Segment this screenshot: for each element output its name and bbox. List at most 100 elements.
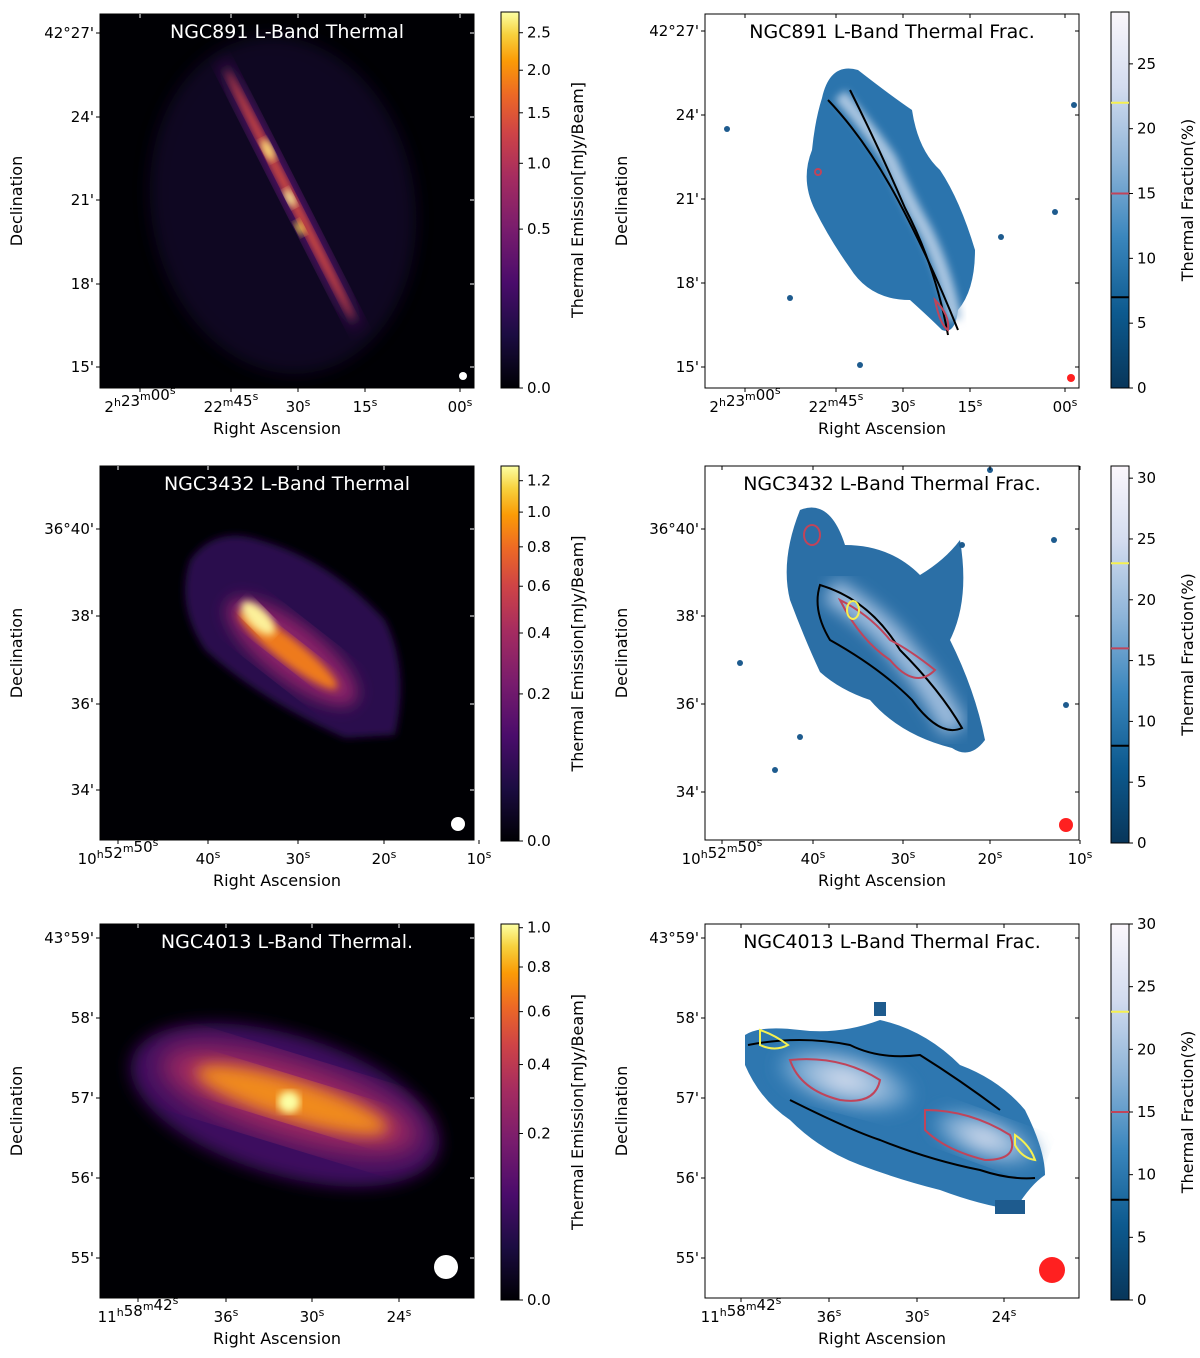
- ra-tick-m-unit: m: [123, 842, 134, 855]
- panel-emission-2: NGC3432 L-Band Thermal36°40'38'36'34'10h…: [7, 465, 587, 890]
- panel-fraction-3: NGC3432 L-Band Thermal Frac. 36°40' 38' 36'…: [612, 465, 1197, 890]
- colorbar-tick-label: 0.8: [527, 958, 551, 976]
- fraction-speck: [959, 542, 965, 548]
- ra-tick-s-unit: s: [372, 396, 378, 409]
- fraction-speck: [772, 767, 778, 773]
- axes-frame: [99, 13, 475, 389]
- colorbar-tick-label: 15: [1137, 652, 1156, 670]
- ra-tick-label: 30s: [891, 396, 916, 416]
- bright-knot: [294, 220, 306, 236]
- ra-tick-label: 2h23m00s: [709, 384, 780, 416]
- dec-tick-label: 18': [71, 275, 94, 293]
- colorbar: [500, 11, 520, 389]
- beam-marker: [451, 817, 465, 831]
- ra-tick-s-value: 00: [756, 386, 775, 404]
- dec-tick-label: 56': [71, 1169, 94, 1187]
- fraction-speck: [724, 126, 730, 132]
- colorbar-tick-label: 10: [1137, 712, 1156, 730]
- map-content: [130, 1023, 440, 1187]
- colorbar-tick-label: 25: [1137, 530, 1156, 548]
- ra-tick-s-unit: s: [153, 836, 159, 849]
- ra-tick-label: 10h52m50s: [78, 836, 159, 868]
- panel-emission-0: NGC891 L-Band Thermal 42°27' 24' 21' 18' 15' 2…: [7, 11, 587, 438]
- ra-tick-s-value: 42: [154, 1296, 173, 1314]
- ra-tick-h-value: 11: [98, 1308, 117, 1326]
- ra-tick-s-value: 30: [286, 850, 305, 868]
- ra-tick-s-unit: s: [997, 848, 1003, 861]
- ra-tick-s-unit: s: [1072, 396, 1078, 409]
- beam-marker: [1067, 374, 1075, 382]
- ra-tick-s-value: 00: [1053, 398, 1072, 416]
- fraction-speck: [1051, 537, 1057, 543]
- panel-emission-4: NGC4013 L-Band Thermal. 43°59' 58' 57' 56' 55…: [7, 919, 587, 1348]
- ra-tick-s-unit: s: [305, 848, 311, 861]
- ra-tick-s-value: 15: [353, 398, 372, 416]
- plot-title: NGC891 L-Band Thermal Frac.: [749, 21, 1035, 43]
- fraction-speck: [787, 295, 793, 301]
- fraction-speck: [797, 734, 803, 740]
- ra-tick-h-value: 10: [682, 850, 701, 868]
- beam-marker: [459, 372, 467, 380]
- ra-tick-m-unit: m: [140, 390, 151, 403]
- colorbar-tick-label: 20: [1137, 1040, 1156, 1058]
- ra-tick-h-unit: h: [701, 848, 708, 861]
- fraction-speck: [874, 1002, 886, 1016]
- y-axis-label: Declination: [7, 156, 26, 246]
- colorbar-tick-label: 30: [1137, 469, 1156, 487]
- ra-tick-label: 30s: [300, 1306, 325, 1326]
- colorbar-tick-label: 10: [1137, 1166, 1156, 1184]
- ra-tick-s-unit: s: [215, 848, 221, 861]
- fraction-speck: [995, 1200, 1025, 1214]
- ra-tick-s-unit: s: [1087, 848, 1093, 861]
- ra-tick-m-value: 52: [104, 844, 123, 862]
- x-axis-label: Right Ascension: [213, 419, 341, 438]
- colorbar-label: Thermal Emission[mJy/Beam]: [568, 535, 587, 772]
- ra-tick-label: 22m45s: [809, 390, 864, 416]
- colorbar-tick-label: 10: [1137, 249, 1156, 267]
- ra-tick-s-unit: s: [776, 1294, 782, 1307]
- dec-tick-label: 38': [71, 607, 94, 625]
- x-axis-label: Right Ascension: [818, 419, 946, 438]
- axes-frame: [99, 923, 475, 1299]
- y-axis-label: Declination: [612, 1066, 631, 1156]
- colorbar-label: Thermal Fraction(%): [1178, 573, 1197, 737]
- ra-tick-label: 30s: [286, 848, 311, 868]
- ra-tick-s-value: 30: [300, 1308, 319, 1326]
- ra-tick-h-value: 10: [78, 850, 97, 868]
- dec-tick-label: 34': [71, 781, 94, 799]
- y-axis-label: Declination: [612, 608, 631, 698]
- y-axis-label: Declination: [7, 608, 26, 698]
- ra-tick-s-unit: s: [910, 848, 916, 861]
- ra-tick-label: 11h58m42s: [701, 1294, 782, 1326]
- fraction-peak: [776, 1047, 914, 1113]
- ra-tick-s-value: 30: [286, 398, 305, 416]
- ra-tick-label: 40s: [196, 848, 221, 868]
- ra-tick-s-value: 00: [448, 398, 467, 416]
- ra-tick-label: 30s: [905, 1306, 930, 1326]
- dec-tick-label: 57': [676, 1089, 699, 1107]
- plot-title: NGC4013 L-Band Thermal.: [161, 931, 413, 953]
- colorbar: [500, 465, 520, 842]
- ra-tick-s-unit: s: [406, 1306, 412, 1319]
- ra-tick-s-unit: s: [924, 1306, 930, 1319]
- ra-tick-s-value: 40: [196, 850, 215, 868]
- ra-tick-s-value: 40: [801, 850, 820, 868]
- colorbar-tick-label: 15: [1137, 185, 1156, 203]
- axes-frame: [99, 465, 475, 841]
- colorbar-tick-label: 0.6: [527, 577, 551, 595]
- ra-tick-label: 20s: [978, 848, 1003, 868]
- ra-tick-s-value: 30: [891, 850, 910, 868]
- dec-tick-label: 24': [71, 108, 94, 126]
- beam-marker: [1039, 1257, 1065, 1283]
- colorbar-label: Thermal Emission[mJy/Beam]: [568, 82, 587, 319]
- ra-tick-m-value: 22: [204, 398, 223, 416]
- ra-tick-s-value: 24: [387, 1308, 406, 1326]
- ra-tick-s-unit: s: [467, 396, 473, 409]
- ra-tick-s-unit: s: [170, 384, 176, 397]
- panel-fraction-5: NGC4013 L-Band Thermal Frac. 43°59' 58' 57'…: [612, 915, 1197, 1348]
- noise-halo: [149, 36, 417, 374]
- ra-tick-s-value: 10: [1068, 850, 1087, 868]
- dec-tick-label: 15': [71, 358, 94, 376]
- colorbar-tick-label: 0.4: [527, 624, 551, 642]
- plot-title: NGC3432 L-Band Thermal Frac.: [743, 473, 1041, 495]
